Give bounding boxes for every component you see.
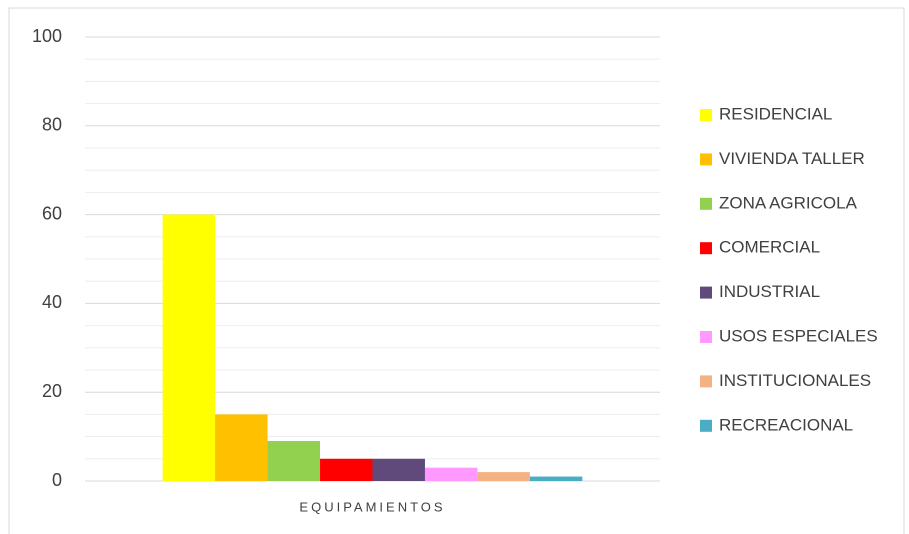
legend-swatch bbox=[700, 153, 712, 166]
legend-label: INDUSTRIAL bbox=[719, 282, 820, 301]
bar bbox=[477, 472, 530, 481]
legend-label: RESIDENCIAL bbox=[719, 104, 832, 123]
bar bbox=[267, 441, 321, 481]
legend-swatch bbox=[700, 197, 712, 210]
legend-swatch bbox=[700, 109, 712, 121]
legend-swatch bbox=[700, 331, 712, 343]
legend-label: RECREACIONAL bbox=[719, 415, 853, 434]
legend-swatch bbox=[700, 286, 712, 299]
y-tick-label: 20 bbox=[42, 381, 62, 401]
bar bbox=[320, 458, 373, 481]
y-tick-label: 40 bbox=[42, 292, 62, 312]
legend-label: INSTITUCIONALES bbox=[719, 371, 871, 390]
legend-swatch bbox=[700, 375, 712, 388]
chart-frame bbox=[8, 7, 905, 534]
y-tick-label: 100 bbox=[32, 26, 62, 46]
y-tick-label: 0 bbox=[52, 470, 62, 490]
bar bbox=[372, 458, 425, 481]
legend-label: VIVIENDA TALLER bbox=[719, 149, 865, 168]
legend-label: USOS ESPECIALES bbox=[719, 326, 878, 345]
bar bbox=[529, 476, 583, 481]
legend-label: ZONA AGRICOLA bbox=[719, 193, 858, 212]
legend-swatch bbox=[700, 419, 712, 432]
bar bbox=[424, 467, 478, 481]
x-tick-label: EQUIPAMIENTOS bbox=[299, 499, 445, 514]
bar bbox=[162, 214, 216, 481]
bar bbox=[215, 414, 268, 481]
y-tick-label: 80 bbox=[42, 115, 62, 135]
y-tick-label: 60 bbox=[42, 203, 62, 223]
legend-label: COMERCIAL bbox=[719, 238, 820, 257]
legend-swatch bbox=[700, 242, 712, 255]
